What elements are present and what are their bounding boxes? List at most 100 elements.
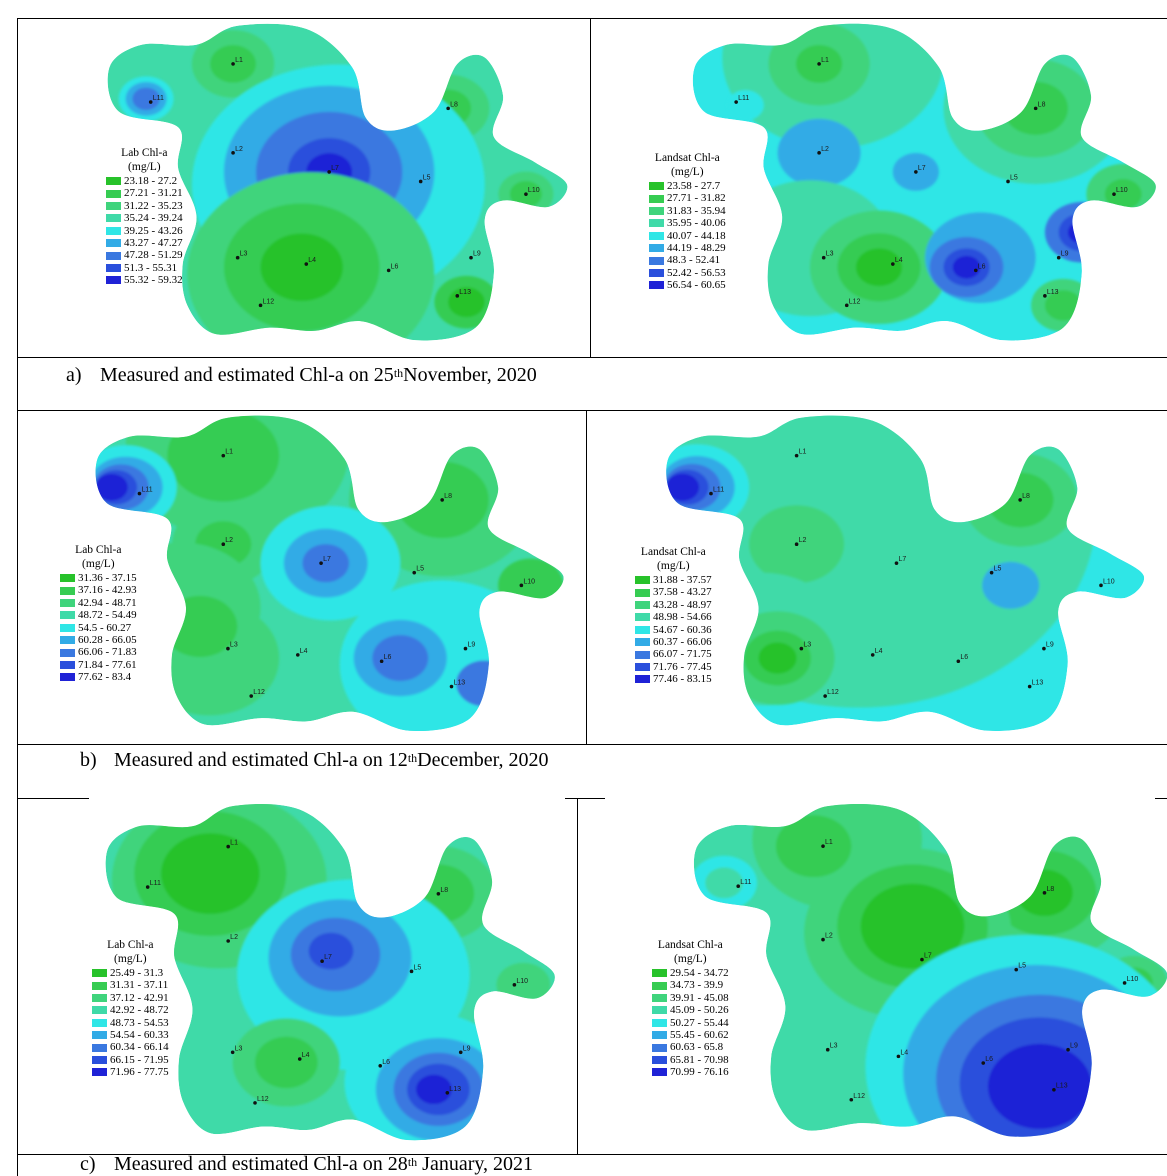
legend-swatch <box>60 648 75 657</box>
legend-title: Lab Chl-a <box>75 544 122 556</box>
legend-item: 43.27 - 47.27 <box>106 237 183 249</box>
station-label: L8 <box>440 887 448 894</box>
map-legend: Lab Chl-a (mg/L) 25.49 - 31.3 31.31 - 37.11… <box>92 939 169 1079</box>
concentration-zone <box>860 883 965 969</box>
legend-swatch <box>652 1018 667 1027</box>
concentration-zone <box>302 544 350 583</box>
station-marker <box>378 1063 383 1068</box>
station-label: L9 <box>463 1045 471 1052</box>
legend-range: 54.5 - 60.27 <box>78 621 132 634</box>
legend-range: 66.06 - 71.83 <box>78 646 137 659</box>
legend-swatch <box>652 1043 667 1052</box>
table-rule-c-top-right <box>1155 798 1167 799</box>
station-marker <box>849 1097 854 1102</box>
legend-swatch <box>106 276 121 285</box>
station-label: L7 <box>898 556 906 563</box>
legend-item: 66.06 - 71.83 <box>60 646 137 658</box>
station-label: L2 <box>225 537 233 544</box>
station-marker <box>231 151 235 155</box>
lake-map: L1 L2 L3 L4 L5 L6 L7 L8 L9 L10 L11 L12 L13 <box>95 415 564 732</box>
station-label: L5 <box>414 964 422 971</box>
station-label: L1 <box>230 840 238 847</box>
station-marker <box>821 255 826 260</box>
legend-range: 48.73 - 54.53 <box>110 1016 169 1029</box>
map-panel-a-landsat: L1 L2 L3 L4 L5 L6 L7 L8 L9 L10 L11 L12 L13 Landsat Ch… <box>591 19 1167 357</box>
legend-swatch <box>106 189 121 198</box>
station-label: L12 <box>827 689 839 696</box>
station-label: L6 <box>960 654 968 661</box>
station-marker <box>794 453 799 458</box>
legend-item: 37.12 - 42.91 <box>92 992 169 1004</box>
legend-range: 44.19 - 48.29 <box>667 242 726 255</box>
station-label: L2 <box>821 146 829 153</box>
legend-swatch <box>106 226 121 235</box>
legend-item: 65.81 - 70.98 <box>652 1054 729 1066</box>
station-label: L10 <box>1116 187 1128 194</box>
legend-range: 23.58 - 27.7 <box>667 180 721 192</box>
concentration-zone <box>95 473 128 501</box>
legend-unit: (mg/L) <box>657 560 690 572</box>
legend-range: 35.95 - 40.06 <box>667 217 726 230</box>
legend-item: 60.63 - 65.8 <box>652 1041 729 1053</box>
station-label: L3 <box>830 1043 838 1050</box>
map-panel-b-landsat: L1 L2 L3 L4 L5 L6 L7 L8 L9 L10 L11 L12 L13 Landsat Ch… <box>587 411 1167 744</box>
station-label: L11 <box>713 487 724 494</box>
caption-date: November, 2020 <box>403 364 537 386</box>
table-divider-c <box>577 798 578 1154</box>
legend-item: 37.16 - 42.93 <box>60 584 137 596</box>
station-label: L4 <box>302 1052 310 1059</box>
station-label: L13 <box>1056 1083 1068 1090</box>
legend-item: 37.58 - 43.27 <box>635 586 712 598</box>
station-marker <box>512 983 517 987</box>
station-marker <box>1066 1047 1070 1052</box>
legend-swatch <box>60 586 75 595</box>
legend-item: 45.09 - 50.26 <box>652 1004 729 1016</box>
legend-item: 43.28 - 48.97 <box>635 599 712 611</box>
table-border-left <box>17 18 18 1176</box>
legend-swatch <box>635 638 650 647</box>
station-label: L5 <box>1018 963 1026 970</box>
legend-title: Landsat Chl-a <box>654 152 720 164</box>
station-marker <box>821 937 825 942</box>
legend-item: 31.88 - 37.57 <box>635 574 712 586</box>
station-marker <box>226 646 230 651</box>
station-marker <box>230 1050 235 1055</box>
station-label: L2 <box>235 146 243 153</box>
legend-item: 66.07 - 71.75 <box>635 648 712 660</box>
legend-range: 31.22 - 35.23 <box>124 199 183 212</box>
legend-item: 35.24 - 39.24 <box>106 212 183 224</box>
station-marker <box>794 542 799 546</box>
station-label: L8 <box>450 101 458 108</box>
legend-range: 43.28 - 48.97 <box>653 598 712 611</box>
legend-swatch <box>106 251 121 260</box>
legend-item: 39.91 - 45.08 <box>652 992 729 1004</box>
legend-item: 47.28 - 51.29 <box>106 249 183 261</box>
station-marker <box>709 491 713 496</box>
legend-swatch <box>60 623 75 632</box>
legend-range: 66.07 - 71.75 <box>653 648 712 661</box>
legend-swatch <box>92 1068 107 1077</box>
caption-marker: c) <box>80 1153 96 1175</box>
legend-title: Landsat Chl-a <box>657 939 723 951</box>
station-label: L13 <box>453 680 465 687</box>
legend-swatch <box>635 576 650 585</box>
legend-range: 43.27 - 47.27 <box>124 237 183 250</box>
legend-item: 77.62 - 83.4 <box>60 671 137 683</box>
legend-swatch <box>649 207 664 216</box>
legend-range: 27.21 - 31.21 <box>124 187 183 200</box>
legend-range: 39.91 - 45.08 <box>670 991 729 1004</box>
concentration-zone <box>161 833 260 914</box>
concentration-zone <box>952 255 981 279</box>
concentration-zone <box>987 1043 1092 1129</box>
caption-date: January, 2021 <box>417 1153 534 1175</box>
legend-item: 71.84 - 77.61 <box>60 659 137 671</box>
legend-range: 31.88 - 37.57 <box>653 574 712 586</box>
map-legend: Landsat Chl-a (mg/L) 29.54 - 34.72 34.73 - … <box>652 939 729 1079</box>
caption-date: December, 2020 <box>417 749 549 771</box>
caption-superscript: th <box>407 751 418 765</box>
station-label: L10 <box>528 187 540 194</box>
station-marker <box>981 1061 986 1065</box>
legend-item: 54.5 - 60.27 <box>60 622 137 634</box>
legend-swatch <box>635 663 650 672</box>
legend-swatch <box>92 969 107 978</box>
